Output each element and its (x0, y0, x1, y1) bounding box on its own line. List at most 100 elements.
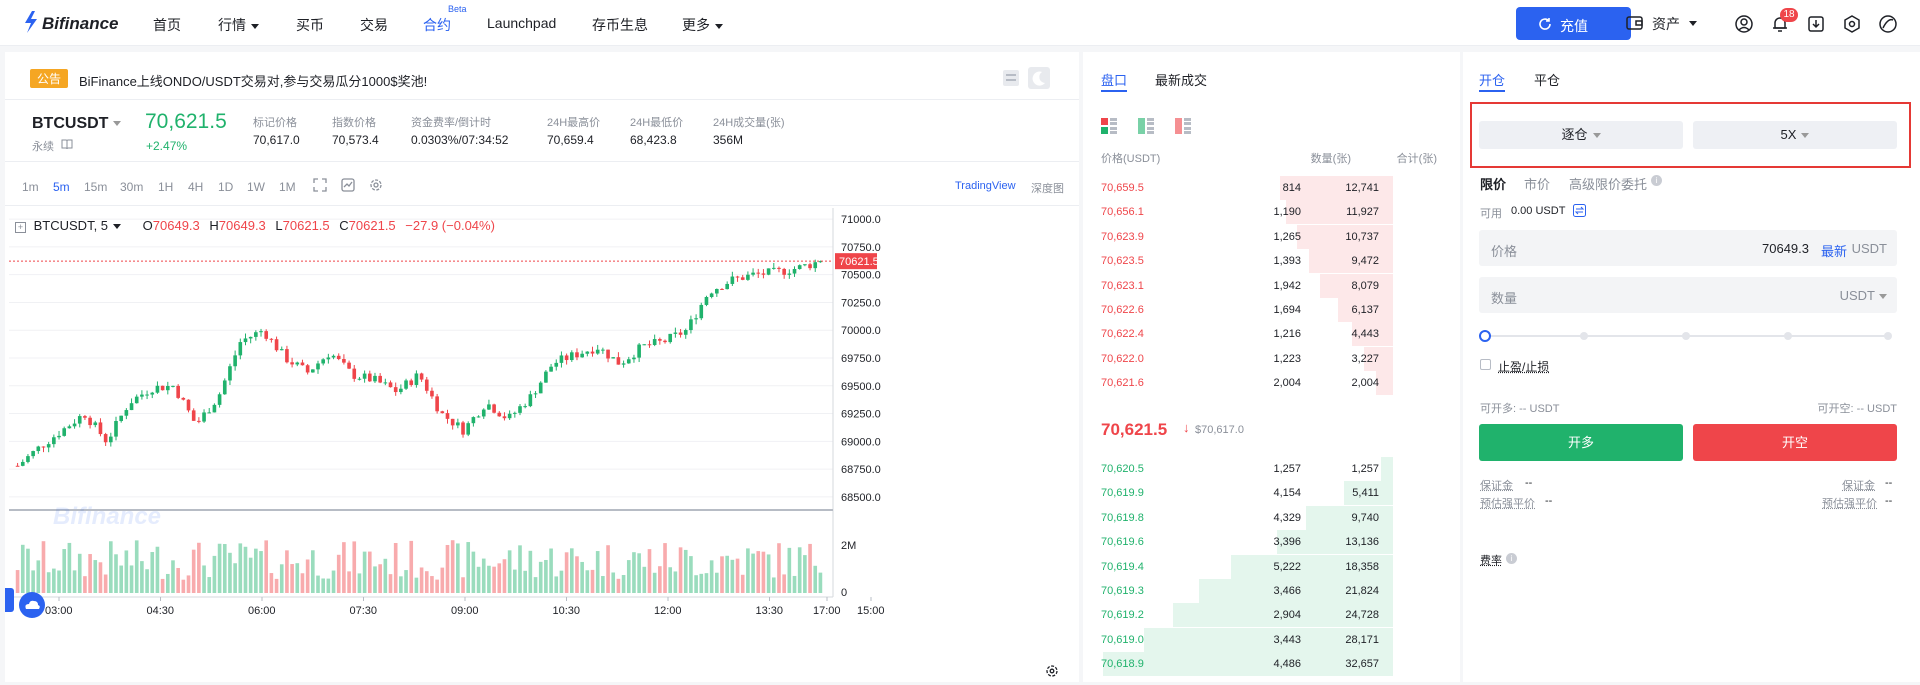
bid-row[interactable]: 70,619.6 3,396 13,136 (1083, 530, 1393, 555)
candle-body[interactable] (181, 397, 186, 400)
candle-body[interactable] (792, 269, 797, 274)
candle-body[interactable] (523, 406, 527, 408)
candle-body[interactable] (342, 359, 346, 363)
candle-body[interactable] (487, 404, 491, 410)
user-icon[interactable] (1734, 14, 1754, 34)
candle-body[interactable] (419, 373, 424, 380)
tab-recent-trades[interactable]: 最新成交 (1155, 73, 1208, 88)
candle-body[interactable] (119, 415, 123, 422)
candle-body[interactable] (383, 382, 388, 384)
candle-body[interactable] (683, 330, 688, 335)
candle-body[interactable] (83, 416, 87, 418)
candle-body[interactable] (456, 422, 460, 426)
slider-mark[interactable] (1682, 332, 1690, 340)
candle-body[interactable] (140, 394, 144, 397)
quantity-unit-selector[interactable]: USDT (1839, 288, 1875, 303)
candle-body[interactable] (409, 380, 414, 385)
info-icon[interactable]: i (1506, 553, 1517, 564)
candle-body[interactable] (637, 344, 641, 358)
candle-body[interactable] (290, 362, 294, 365)
candle-body[interactable] (730, 276, 735, 284)
candle-body[interactable] (709, 293, 714, 297)
candle-body[interactable] (554, 362, 559, 367)
candle-body[interactable] (518, 406, 522, 413)
candle-body[interactable] (388, 382, 393, 388)
candle-body[interactable] (31, 451, 35, 457)
order-type-market[interactable]: 市价 (1524, 177, 1551, 192)
candle-body[interactable] (544, 371, 548, 383)
quantity-slider[interactable] (1479, 330, 1897, 342)
candle-body[interactable] (440, 411, 445, 414)
candle-body[interactable] (569, 352, 574, 361)
slider-handle[interactable] (1479, 330, 1491, 342)
bid-row[interactable]: 70,619.8 4,329 9,740 (1083, 505, 1393, 530)
book-icon[interactable] (61, 138, 73, 150)
candle-body[interactable] (751, 272, 755, 275)
candle-body[interactable] (207, 412, 212, 414)
candle-body[interactable] (746, 274, 750, 280)
candle-body[interactable] (305, 365, 310, 373)
candle-body[interactable] (580, 353, 584, 358)
indicator-icon[interactable] (341, 178, 355, 192)
candle-body[interactable] (316, 363, 320, 370)
tradingview-tab[interactable]: TradingView (955, 180, 1016, 192)
candle-body[interactable] (803, 264, 807, 266)
slider-mark[interactable] (1884, 332, 1892, 340)
candle-body[interactable] (233, 355, 237, 367)
candle-body[interactable] (481, 409, 486, 417)
candle-body[interactable] (740, 277, 745, 280)
nav-earn[interactable]: 存币生息 (592, 17, 648, 33)
candle-body[interactable] (818, 261, 823, 263)
nav-futures[interactable]: 合约 (423, 17, 451, 33)
interval-4h[interactable]: 4H (188, 180, 204, 194)
theme-icon[interactable] (1878, 14, 1898, 34)
candle-body[interactable] (347, 362, 351, 369)
symbol-selector[interactable]: BTCUSDT (32, 115, 122, 133)
candle-body[interactable] (471, 417, 476, 424)
interval-1w[interactable]: 1W (247, 180, 265, 194)
candle-body[interactable] (611, 357, 616, 359)
expand-icon[interactable]: + (15, 222, 26, 233)
candle-body[interactable] (808, 264, 812, 269)
candle-body[interactable] (513, 412, 517, 414)
candle-body[interactable] (176, 385, 180, 398)
candle-body[interactable] (699, 304, 704, 319)
candle-body[interactable] (155, 385, 160, 393)
candle-body[interactable] (466, 423, 471, 435)
nav-markets[interactable]: 行情 (218, 15, 259, 35)
ask-row[interactable]: 70,622.0 1,223 3,227 (1083, 346, 1393, 371)
candle-body[interactable] (254, 332, 258, 337)
candle-body[interactable] (642, 344, 647, 346)
moon-icon[interactable] (1028, 67, 1050, 89)
slider-mark[interactable] (1784, 332, 1792, 340)
candle-body[interactable] (626, 359, 631, 364)
candle-body[interactable] (435, 396, 439, 412)
view-asks-icon[interactable] (1175, 118, 1191, 134)
candle-body[interactable] (295, 362, 300, 365)
open-long-button[interactable]: 开多 (1479, 424, 1683, 461)
depth-chart-tab[interactable]: 深度图 (1031, 183, 1064, 195)
candle-body[interactable] (777, 267, 781, 269)
candle-body[interactable] (160, 385, 165, 391)
candle-body[interactable] (279, 349, 284, 351)
candle-body[interactable] (725, 283, 729, 290)
candle-body[interactable] (373, 375, 377, 382)
nav-more[interactable]: 更多 (682, 15, 723, 35)
bid-row[interactable]: 70,619.4 5,222 18,358 (1083, 554, 1393, 579)
candle-body[interactable] (492, 404, 496, 413)
nav-home[interactable]: 首页 (153, 17, 181, 33)
candle-body[interactable] (41, 446, 46, 448)
candle-body[interactable] (404, 380, 408, 389)
ask-row[interactable]: 70,656.1 1,190 11,927 (1083, 200, 1393, 225)
candle-body[interactable] (813, 262, 818, 269)
ask-row[interactable]: 70,622.4 1,216 4,443 (1083, 322, 1393, 347)
candle-body[interactable] (259, 331, 263, 333)
candle-body[interactable] (632, 357, 636, 360)
tab-open-position[interactable]: 开仓 (1479, 73, 1506, 88)
candle-body[interactable] (98, 422, 103, 435)
candle-body[interactable] (191, 410, 196, 421)
bid-row[interactable]: 70,620.5 1,257 1,257 (1083, 457, 1393, 481)
candle-body[interactable] (311, 369, 315, 373)
candle-body[interactable] (430, 390, 434, 397)
candle-body[interactable] (300, 362, 305, 366)
